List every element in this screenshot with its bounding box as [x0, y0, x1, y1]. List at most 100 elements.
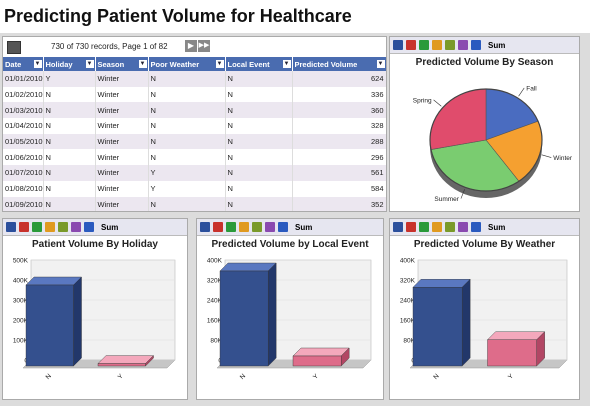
table-row[interactable]: 01/04/2010 N Winter N N 328 — [3, 118, 386, 134]
bar-chart-icon[interactable] — [19, 222, 29, 232]
table-icon[interactable] — [393, 222, 403, 232]
table-cell: N — [225, 118, 293, 134]
y-tick-label: 240K — [207, 298, 223, 305]
sum-label[interactable]: Sum — [295, 222, 313, 232]
pie-icon[interactable] — [419, 40, 429, 50]
table-row[interactable]: 01/08/2010 N Winter Y N 584 — [3, 180, 386, 197]
table-cell: 01/09/2010 — [3, 196, 44, 211]
sum-label[interactable]: Sum — [101, 222, 119, 232]
column-header-label: Holiday — [45, 59, 73, 69]
column-header[interactable]: Predicted Volume ▼ — [292, 57, 386, 71]
table-cell: Winter — [95, 102, 149, 119]
table-cell: 01/01/2010 — [3, 71, 44, 87]
table-cell: 584 — [292, 180, 386, 197]
bar-y[interactable] — [292, 347, 350, 367]
table-cell: N — [148, 118, 226, 134]
filter-dropdown-icon[interactable]: ▼ — [376, 60, 385, 68]
table-row[interactable]: 01/06/2010 N Winter N N 296 — [3, 149, 386, 166]
table-row[interactable]: 01/03/2010 N Winter N N 360 — [3, 102, 386, 119]
table-cell: 01/03/2010 — [3, 102, 44, 119]
filter-dropdown-icon[interactable]: ▼ — [85, 60, 94, 68]
y-tick-label: 320K — [207, 278, 223, 285]
table-row[interactable]: 01/01/2010 Y Winter N N 624 — [3, 71, 386, 87]
pie-slice-spring[interactable] — [429, 88, 487, 150]
data-grid: Date ▼ Holiday ▼ Season ▼ Poor Weather ▼ Local E… — [3, 57, 386, 211]
sigma-icon[interactable] — [471, 40, 481, 50]
scatter-icon[interactable] — [445, 222, 455, 232]
table-cell: Y — [148, 165, 226, 181]
table-icon[interactable] — [393, 40, 403, 50]
grid-icon[interactable] — [458, 222, 468, 232]
table-cell: Winter — [95, 180, 149, 197]
table-cell: 01/02/2010 — [3, 86, 44, 103]
filter-dropdown-icon[interactable]: ▼ — [215, 60, 224, 68]
sigma-icon[interactable] — [84, 222, 94, 232]
bar-chart-icon[interactable] — [213, 222, 223, 232]
sum-label[interactable]: Sum — [488, 40, 506, 50]
column-header[interactable]: Season ▼ — [95, 57, 149, 71]
pie-icon[interactable] — [419, 222, 429, 232]
table-row[interactable]: 01/09/2010 N Winter N N 352 — [3, 196, 386, 211]
filter-dropdown-icon[interactable]: ▼ — [282, 60, 291, 68]
table-cell: N — [225, 149, 293, 166]
bar-n[interactable] — [219, 262, 277, 367]
grid-icon[interactable] — [458, 40, 468, 50]
bar-top — [25, 276, 83, 286]
bar-y[interactable] — [97, 355, 155, 367]
pie-icon[interactable] — [226, 222, 236, 232]
filter-dropdown-icon[interactable]: ▼ — [33, 60, 42, 68]
grid-menu-icon[interactable] — [7, 41, 21, 54]
bar-side — [73, 276, 82, 367]
column-header[interactable]: Date ▼ — [3, 57, 44, 71]
grid-icon[interactable] — [265, 222, 275, 232]
pie-label: Spring — [413, 97, 432, 104]
y-tick-label: 240K — [400, 298, 416, 305]
filter-dropdown-icon[interactable]: ▼ — [138, 60, 147, 68]
line-chart-icon[interactable] — [239, 222, 249, 232]
table-icon[interactable] — [200, 222, 210, 232]
table-cell: N — [225, 71, 293, 87]
table-cell: Winter — [95, 133, 149, 150]
bar-front — [219, 270, 269, 367]
data-grid-panel: 730 of 730 records, Page 1 of 82 ▶ ▶▶ Da… — [2, 36, 387, 212]
y-tick-label: 400K — [400, 258, 416, 265]
table-row[interactable]: 01/05/2010 N Winter N N 288 — [3, 133, 386, 150]
y-tick-label: 200K — [13, 318, 29, 325]
column-header[interactable]: Holiday ▼ — [43, 57, 96, 71]
pie-leader-line — [518, 87, 525, 97]
x-tick-label: N — [239, 373, 247, 381]
last-page-icon[interactable]: ▶▶ — [198, 40, 210, 52]
y-tick-label: 400K — [13, 278, 29, 285]
x-tick-label: N — [432, 373, 440, 381]
scatter-icon[interactable] — [252, 222, 262, 232]
pie-icon[interactable] — [32, 222, 42, 232]
bar-chart-icon[interactable] — [406, 222, 416, 232]
sigma-icon[interactable] — [471, 222, 481, 232]
line-chart-icon[interactable] — [45, 222, 55, 232]
weather-chart-panel: Sum Predicted Volume By Weather 080K160K… — [389, 218, 580, 400]
bar-y[interactable] — [487, 331, 546, 367]
table-cell: 336 — [292, 86, 386, 103]
scatter-icon[interactable] — [58, 222, 68, 232]
sum-label[interactable]: Sum — [488, 222, 506, 232]
chart-title: Predicted Volume By Weather — [413, 239, 556, 250]
bar-chart: 0100K200K300K400K500KNY — [13, 258, 176, 381]
column-header[interactable]: Local Event ▼ — [225, 57, 293, 71]
column-header[interactable]: Poor Weather ▼ — [148, 57, 226, 71]
grid-icon[interactable] — [71, 222, 81, 232]
line-chart-icon[interactable] — [432, 40, 442, 50]
bar-n[interactable] — [25, 276, 83, 367]
table-cell: Winter — [95, 71, 149, 87]
scatter-icon[interactable] — [445, 40, 455, 50]
table-row[interactable]: 01/02/2010 N Winter N N 336 — [3, 86, 386, 103]
line-chart-icon[interactable] — [432, 222, 442, 232]
table-row[interactable]: 01/07/2010 N Winter Y N 561 — [3, 165, 386, 181]
table-icon[interactable] — [6, 222, 16, 232]
bar-n[interactable] — [412, 278, 471, 367]
bar-chart-icon[interactable] — [406, 40, 416, 50]
sigma-icon[interactable] — [278, 222, 288, 232]
holiday-chart-panel: Sum Patient Volume By Holiday 0100K200K3… — [2, 218, 188, 400]
y-tick-label: 160K — [207, 318, 223, 325]
next-page-icon[interactable]: ▶ — [185, 40, 197, 52]
y-tick-label: 80K — [403, 338, 415, 345]
